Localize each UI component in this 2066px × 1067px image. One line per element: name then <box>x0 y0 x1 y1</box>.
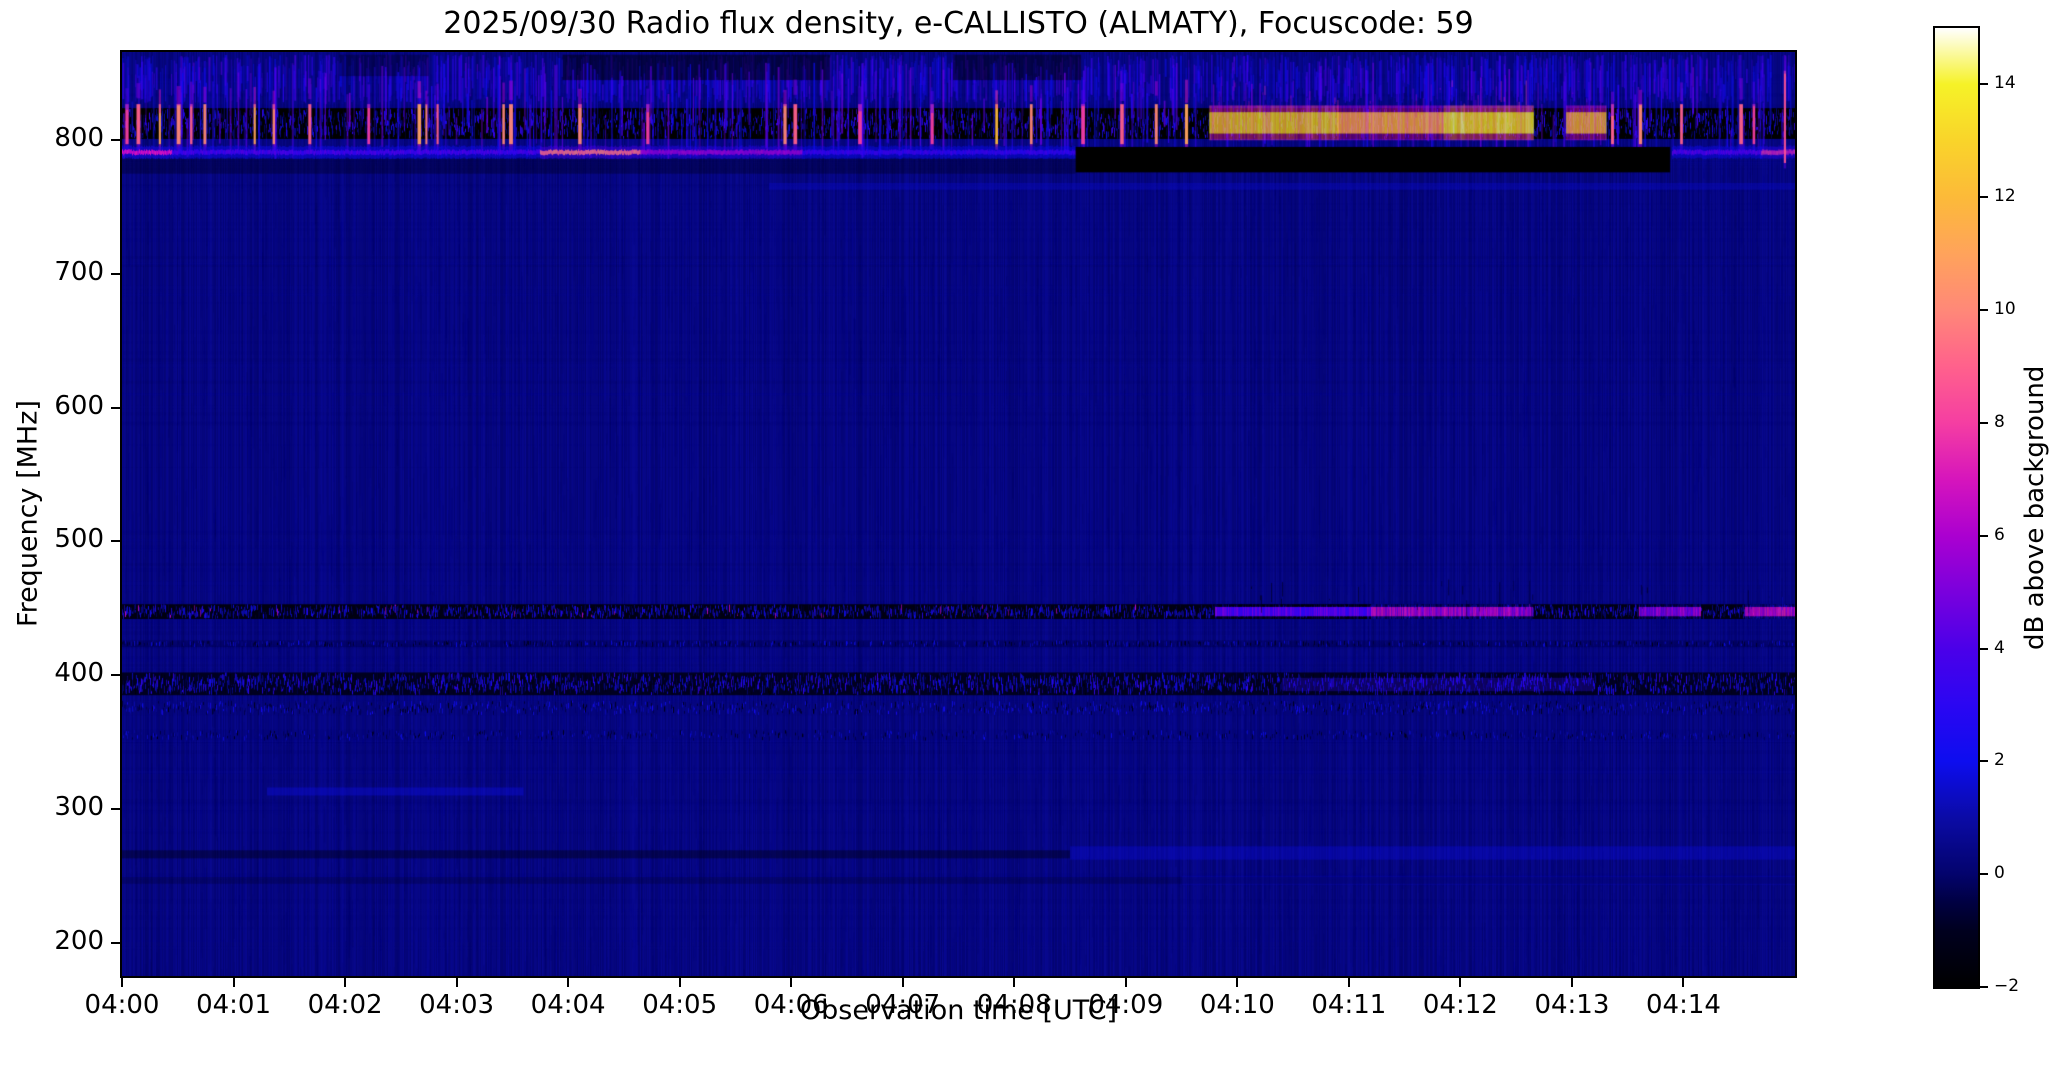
x-axis-label: Observation time [UTC] <box>799 995 1118 1026</box>
colorbar <box>1933 26 1980 989</box>
x-tick-label: 04:02 <box>307 990 383 1020</box>
colorbar-tick-mark <box>1980 986 1988 988</box>
x-tick-mark <box>790 978 793 987</box>
x-tick-mark <box>1236 978 1239 987</box>
x-tick-mark <box>121 978 123 987</box>
colorbar-tick-label: 6 <box>1994 524 2005 545</box>
y-tick-label: 500 <box>54 524 104 555</box>
y-tick-mark <box>111 674 120 677</box>
y-tick-mark <box>111 941 120 944</box>
colorbar-tick-label: 8 <box>1994 411 2005 432</box>
colorbar-tick-label: 14 <box>1994 73 2016 94</box>
spectrogram-heatmap <box>122 52 1795 976</box>
y-tick-label: 700 <box>54 256 104 287</box>
y-tick-label: 800 <box>54 123 104 154</box>
colorbar-tick-label: 4 <box>1994 637 2005 658</box>
x-tick-mark <box>1570 978 1573 987</box>
x-tick-label: 04:12 <box>1422 990 1498 1020</box>
y-tick-label: 600 <box>54 390 104 421</box>
colorbar-tick-mark <box>1980 647 1988 650</box>
colorbar-tick-mark <box>1980 421 1988 424</box>
x-tick-mark <box>1347 978 1350 987</box>
colorbar-label: dB above background <box>2020 365 2050 650</box>
x-tick-mark <box>232 978 235 987</box>
colorbar-tick-label: 0 <box>1994 863 2005 884</box>
x-tick-label: 04:00 <box>84 990 160 1020</box>
plot-area <box>120 50 1797 978</box>
colorbar-tick-mark <box>1980 83 1988 86</box>
x-tick-mark <box>1459 978 1462 987</box>
y-tick-mark <box>111 807 120 810</box>
x-tick-mark <box>567 978 570 987</box>
colorbar-tick-mark <box>1980 760 1988 763</box>
colorbar-tick-mark <box>1980 534 1988 537</box>
x-tick-mark <box>678 978 681 987</box>
colorbar-tick-mark <box>1980 873 1988 876</box>
colorbar-tick-label: 12 <box>1994 186 2016 207</box>
y-tick-label: 300 <box>54 791 104 822</box>
colorbar-tick-label: −2 <box>1994 976 2020 996</box>
x-tick-label: 04:05 <box>642 990 718 1020</box>
colorbar-tick-label: 2 <box>1994 750 2005 771</box>
x-tick-mark <box>1124 978 1127 987</box>
x-tick-label: 04:11 <box>1311 990 1387 1020</box>
colorbar-tick-mark <box>1980 196 1988 199</box>
y-tick-mark <box>111 406 120 409</box>
y-tick-mark <box>111 540 120 543</box>
y-tick-label: 400 <box>54 658 104 689</box>
y-tick-mark <box>111 139 120 142</box>
x-tick-mark <box>344 978 347 987</box>
chart-title: 2025/09/30 Radio flux density, e-CALLIST… <box>443 6 1474 41</box>
x-tick-label: 04:04 <box>530 990 606 1020</box>
x-tick-label: 04:08 <box>976 990 1052 1020</box>
x-tick-mark <box>455 978 458 987</box>
colorbar-gradient <box>1935 28 1978 987</box>
x-tick-label: 04:09 <box>1088 990 1164 1020</box>
x-tick-label: 04:06 <box>753 990 829 1020</box>
x-tick-mark <box>901 978 904 987</box>
x-tick-label: 04:03 <box>419 990 495 1020</box>
x-tick-mark <box>1682 978 1685 987</box>
colorbar-tick-label: 10 <box>1994 299 2016 320</box>
x-tick-label: 04:10 <box>1199 990 1275 1020</box>
x-tick-label: 04:01 <box>196 990 271 1020</box>
x-tick-mark <box>1013 978 1016 987</box>
colorbar-tick-mark <box>1980 309 1988 312</box>
y-tick-label: 200 <box>54 925 104 956</box>
y-axis-label: Frequency [MHz] <box>12 400 44 628</box>
x-tick-label: 04:14 <box>1645 990 1721 1020</box>
x-tick-label: 04:13 <box>1534 990 1610 1020</box>
y-tick-mark <box>111 272 120 275</box>
x-tick-label: 04:07 <box>865 990 941 1020</box>
